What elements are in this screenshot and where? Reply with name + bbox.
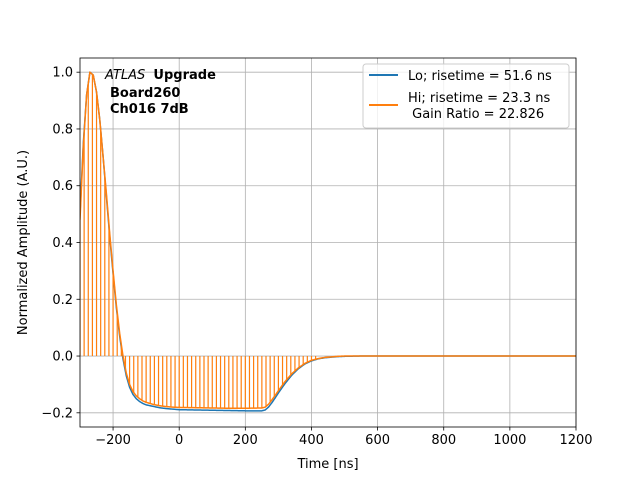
legend: Lo; risetime = 51.6 ns Hi; risetime = 23… [362, 63, 570, 129]
x-tick-label: 800 [431, 433, 456, 448]
y-tick-label: 0.0 [52, 350, 73, 365]
y-tick-label: 0.4 [52, 236, 73, 251]
svg-text:ATLAS Upgrade: ATLAS Upgrade [104, 68, 216, 83]
annotation-upgrade: Upgrade [153, 68, 216, 83]
legend-label-gain-ratio: Gain Ratio = 22.826 [408, 107, 544, 122]
x-tick-label: −200 [95, 433, 131, 448]
y-tick-label: −0.2 [41, 406, 73, 421]
legend-label-lo: Lo; risetime = 51.6 ns [408, 69, 552, 84]
x-tick-label: 1000 [493, 433, 526, 448]
y-tick-label: 0.8 [52, 122, 73, 137]
annotation-atlas: ATLAS [104, 68, 145, 83]
annotation-board: Board260 [110, 86, 180, 101]
x-tick-label: 0 [175, 433, 183, 448]
y-axis-label: Normalized Amplitude (A.U.) [16, 150, 31, 335]
x-tick-label: 200 [233, 433, 258, 448]
y-tick-label: 0.6 [52, 179, 73, 194]
atlas-annotation: ATLAS Upgrade Board260 Ch016 7dB [104, 68, 216, 117]
x-tick-label: 400 [299, 433, 324, 448]
data-series [80, 71, 576, 412]
x-tick-label: 1200 [559, 433, 592, 448]
x-tick-label: 600 [365, 433, 390, 448]
axis-ticks: −200 0 200 400 600 800 1000 1200 −0.2 0.0 0.2 0.4 0.… [41, 66, 592, 448]
x-axis-label: Time [ns] [296, 457, 358, 472]
annotation-channel: Ch016 7dB [110, 102, 189, 117]
y-tick-label: 0.2 [52, 293, 73, 308]
legend-box [362, 63, 570, 129]
legend-label-hi: Hi; risetime = 23.3 ns [408, 91, 550, 106]
series-hi-sample-spikes [80, 74, 317, 409]
y-tick-label: 1.0 [52, 66, 73, 81]
